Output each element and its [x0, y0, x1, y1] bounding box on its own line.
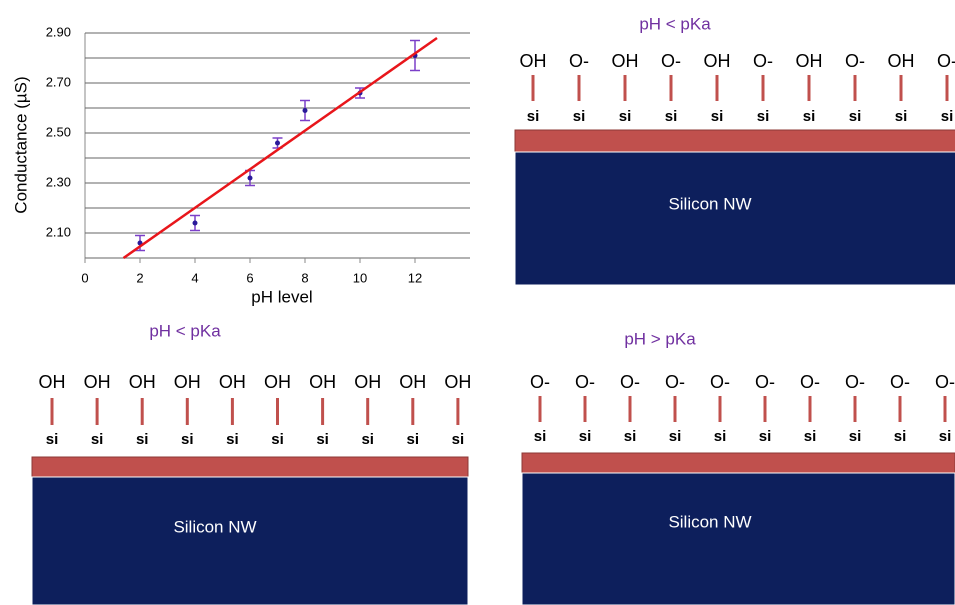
surface-group: O- [845, 372, 865, 392]
layer-label: Silicon NW [668, 512, 751, 531]
surface-group: OH [354, 372, 381, 392]
x-tick-label: 10 [353, 270, 367, 285]
silicon-nanowire [515, 152, 955, 285]
x-tick-label: 8 [301, 270, 308, 285]
surface-group: OH [612, 51, 639, 71]
x-tick-label: 2 [136, 270, 143, 285]
surface-group: OH [219, 372, 246, 392]
surface-group: O- [800, 372, 820, 392]
silicon-site: si [624, 428, 637, 445]
silicon-site: si [714, 428, 727, 445]
silicon-site: si [271, 431, 284, 448]
panel-title: pH < pKa [149, 321, 221, 340]
surface-group: O- [569, 51, 589, 71]
surface-group: OH [444, 372, 471, 392]
surface-group: OH [399, 372, 426, 392]
silicon-site: si [91, 431, 104, 448]
y-tick-label: 2.90 [46, 24, 71, 39]
silicon-site: si [226, 431, 239, 448]
surface-group: OH [704, 51, 731, 71]
silicon-site: si [895, 108, 908, 125]
silicon-nanowire [522, 473, 955, 605]
silicon-site: si [804, 428, 817, 445]
surface-group: O- [665, 372, 685, 392]
silicon-nanowire [32, 477, 468, 605]
silicon-site: si [619, 108, 632, 125]
silicon-site: si [849, 108, 862, 125]
silicon-site: si [759, 428, 772, 445]
surface-group: O- [845, 51, 865, 71]
surface-group: O- [620, 372, 640, 392]
silicon-site: si [452, 431, 465, 448]
silicon-site: si [527, 108, 540, 125]
x-axis-title: pH level [251, 287, 312, 306]
silicon-site: si [534, 428, 547, 445]
oxide-layer [32, 457, 468, 477]
silicon-site: si [939, 428, 952, 445]
data-point [193, 221, 198, 226]
silicon-site: si [316, 431, 329, 448]
y-tick-label: 2.10 [46, 224, 71, 239]
y-tick-label: 2.50 [46, 124, 71, 139]
silicon-site: si [849, 428, 862, 445]
data-point [248, 176, 253, 181]
surface-group: O- [937, 51, 955, 71]
silicon-site: si [407, 431, 420, 448]
layer-label: Silicon NW [668, 194, 751, 213]
silicon-site: si [665, 108, 678, 125]
x-tick-label: 12 [408, 270, 422, 285]
silicon-site: si [136, 431, 149, 448]
y-tick-label: 2.30 [46, 174, 71, 189]
surface-group: O- [753, 51, 773, 71]
surface-group: OH [796, 51, 823, 71]
oxide-layer [522, 453, 955, 473]
layer-label: Silicon NW [173, 517, 256, 536]
data-point [275, 141, 280, 146]
oxide-layer [515, 130, 955, 152]
surface-group: O- [661, 51, 681, 71]
x-tick-label: 0 [81, 270, 88, 285]
surface-group: OH [888, 51, 915, 71]
surface-group: O- [935, 372, 955, 392]
panel-title: pH > pKa [624, 329, 696, 348]
surface-group: OH [129, 372, 156, 392]
surface-group: O- [755, 372, 775, 392]
silicon-site: si [941, 108, 954, 125]
silicon-site: si [803, 108, 816, 125]
silicon-site: si [711, 108, 724, 125]
surface-group: OH [39, 372, 66, 392]
surface-group: OH [520, 51, 547, 71]
panel-title: pH < pKa [639, 14, 711, 33]
surface-group: OH [309, 372, 336, 392]
y-axis-title: Conductance (µS) [11, 76, 30, 213]
x-tick-label: 4 [191, 270, 198, 285]
silicon-site: si [573, 108, 586, 125]
silicon-site: si [361, 431, 374, 448]
surface-group: O- [710, 372, 730, 392]
surface-group: O- [530, 372, 550, 392]
silicon-site: si [757, 108, 770, 125]
fit-line [124, 38, 438, 258]
silicon-site: si [181, 431, 194, 448]
silicon-site: si [894, 428, 907, 445]
surface-group: O- [890, 372, 910, 392]
y-tick-label: 2.70 [46, 74, 71, 89]
surface-group: O- [575, 372, 595, 392]
data-point [303, 108, 308, 113]
surface-group: OH [174, 372, 201, 392]
x-tick-label: 6 [246, 270, 253, 285]
silicon-site: si [669, 428, 682, 445]
surface-group: OH [264, 372, 291, 392]
surface-group: OH [84, 372, 111, 392]
silicon-site: si [579, 428, 592, 445]
silicon-site: si [46, 431, 59, 448]
figure: Conductance (µS) pH level 2.10 2.30 2.50 2.… [0, 0, 955, 605]
